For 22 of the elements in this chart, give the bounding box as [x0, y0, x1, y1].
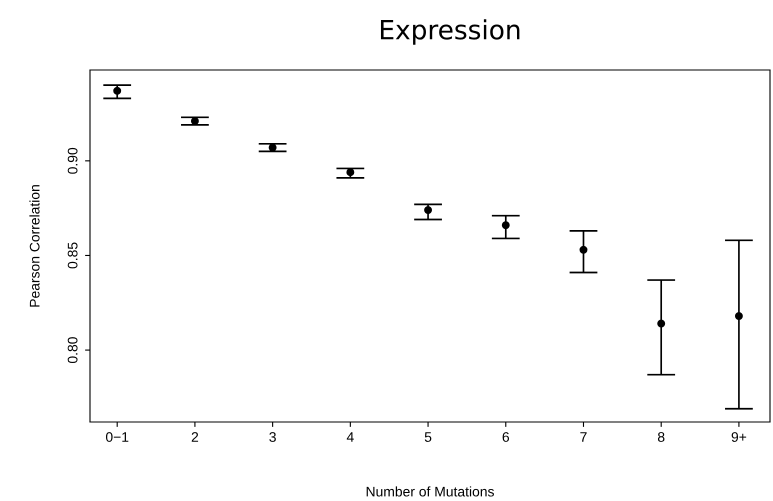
x-tick-label: 9+	[732, 432, 746, 442]
x-tick-label: 3	[269, 432, 276, 442]
x-tick-label: 7	[580, 432, 587, 442]
y-tick-label: 0.85	[68, 242, 78, 268]
x-tick-label: 5	[424, 432, 432, 442]
point	[113, 86, 122, 95]
point	[580, 246, 588, 254]
y-tick-label: 0.90	[68, 148, 78, 174]
y-tick-label: 0.80	[68, 337, 78, 364]
x-tick-label: 0−1	[106, 432, 128, 442]
point	[346, 168, 354, 176]
point	[424, 206, 432, 214]
x-tick-label: 2	[192, 432, 198, 442]
x-tick-label: 6	[502, 432, 510, 442]
point	[734, 312, 743, 320]
point	[502, 221, 510, 230]
chart-title: Expression	[380, 19, 520, 45]
y-axis-title: Pearson Correlation	[29, 185, 40, 307]
point	[657, 320, 666, 328]
x-tick-label: 4	[346, 432, 354, 442]
x-axis-title: Number of Mutations	[366, 486, 494, 497]
x-tick-label: 8	[658, 432, 664, 442]
